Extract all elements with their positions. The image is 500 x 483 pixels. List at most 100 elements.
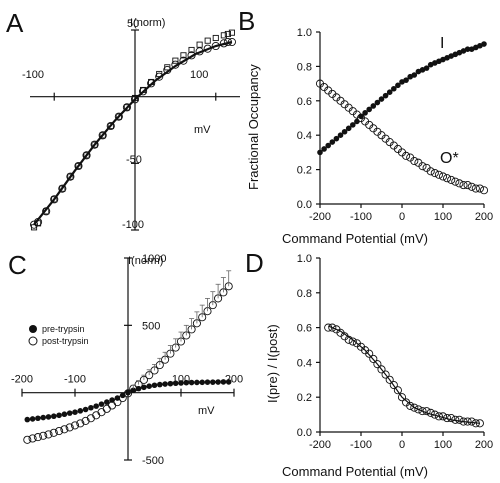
panel-a-series0-point [228, 29, 235, 36]
panel-c-series0-point [172, 380, 179, 387]
panel-a-ytick-50-visible: 50 [127, 18, 139, 30]
panel-c-series0-point [146, 383, 152, 390]
panel-c-series1-point [102, 404, 111, 413]
panel-c-series0-point [82, 406, 89, 413]
panel-b-series0-point [337, 132, 344, 138]
panel-a-series0-point [188, 46, 195, 54]
panel-c-series0-point [98, 401, 105, 407]
panel-a-series1-point [179, 56, 188, 65]
panel-d-series0-point [455, 415, 464, 424]
panel-d-series0-point [434, 412, 443, 421]
panel-b-series0-point [350, 122, 356, 128]
panel-c-series0-point [24, 416, 31, 423]
panel-c-series1-point [108, 401, 117, 410]
panel-c-series1-point [97, 408, 106, 417]
panel-d-series0-point [406, 401, 415, 410]
panel-c-series0-point [45, 414, 52, 420]
panel-b-xtick-label: -200 [309, 211, 331, 223]
panel-c-series1-point [60, 425, 69, 434]
panel-b-series0-point [382, 92, 389, 99]
panel-a-letter: A [6, 8, 24, 38]
panel-d-series0-point [414, 405, 423, 414]
panel-b-series1-point [426, 167, 435, 176]
panel-d-series0-point [447, 414, 456, 423]
panel-c-series1-point [118, 394, 127, 403]
panel-c-series0-point [51, 413, 57, 420]
panel-a-series1-point [139, 87, 148, 96]
panel-c-legend-pre-marker [29, 325, 37, 333]
panel-d-xlabel: Command Potential (mV) [282, 464, 428, 479]
panel-b-series1-point [418, 162, 427, 171]
panel-c-legend-pre: pre-trypsin [42, 324, 85, 334]
panel-b-series0-point [325, 142, 332, 149]
panel-b-ytick-label: 0.0 [297, 199, 312, 211]
panel-b-series0-point [341, 128, 348, 135]
panel-b-xtick-label: -100 [350, 211, 372, 223]
panel-b-series0-point [329, 139, 336, 145]
panel-b-series0-point [481, 41, 487, 47]
panel-b-series1-point [443, 174, 452, 183]
panel-a-series0-point [172, 57, 179, 64]
panel-b-series1-point [451, 177, 460, 186]
panel-d-ytick-label: 0.4 [297, 357, 312, 369]
panel-b-series0-point [391, 85, 397, 92]
panel-b-series0-point [321, 146, 327, 152]
panel-c-ytick-label: 500 [142, 320, 160, 332]
panel-c-series0-point [61, 411, 68, 418]
panel-a-series0-point [67, 173, 74, 180]
panel-c-series1-point [65, 423, 74, 432]
panel-a-series0-point [75, 162, 82, 170]
panel-b-series0-point [370, 103, 377, 109]
panel-a-series0-point [123, 104, 130, 111]
panel-c-series0-point [167, 380, 174, 387]
panel-a-series1-point [106, 121, 115, 131]
panel-d-series0-point [393, 386, 402, 395]
panel-d-series0-point [410, 403, 419, 412]
panel-d-series0-point [467, 417, 476, 426]
panel-c-series0-point [29, 416, 36, 422]
panel-d-series0-point [369, 354, 378, 363]
panel-c-ytick-label: 1000 [142, 253, 166, 265]
panel-c-series0-point [35, 415, 41, 422]
panel-a-series1-point [66, 172, 75, 181]
panel-d-xtick-label: 0 [399, 439, 405, 451]
panel-b-series0-point [345, 125, 352, 132]
panel-c-series1-point [28, 434, 37, 443]
panel-c-series0-point [204, 379, 211, 385]
panel-b-series1-point [447, 175, 456, 184]
panel-b-series1-point [434, 170, 443, 179]
panel-c-series0-point [151, 382, 158, 389]
panel-a-series0-point [115, 113, 122, 120]
panel-c-ylabel: I(norm) [128, 255, 163, 267]
panel-d-xtick-label: 100 [434, 439, 452, 451]
panel-a-xtick-neg100: -100 [22, 69, 44, 81]
panel-a-series1-point [58, 184, 67, 193]
panel-d-series0-point [397, 393, 407, 402]
panel-b-series0-point [386, 89, 393, 95]
panel-b-series0-point [378, 96, 385, 102]
panel-b-ytick-label: 0.4 [297, 130, 312, 142]
panel-d-series0-point [377, 365, 386, 374]
panel-b-series1-point [463, 181, 472, 190]
panel-b-series0-point [464, 46, 471, 52]
panel-c-legend-post: post-trypsin [42, 336, 89, 346]
panel-a-series1-point [90, 140, 99, 149]
panel-d-series0-point [418, 407, 427, 416]
panel-b-series1-point [410, 156, 419, 166]
panel-b-series1-point [402, 151, 411, 160]
panel-a-series0-point [224, 30, 231, 38]
panel-d-series0-point [365, 349, 374, 358]
panel-a-series1-point [82, 151, 91, 160]
panel-a-series0-point [91, 141, 98, 148]
panel-c-series0-point [125, 389, 131, 396]
panel-b-series0-point [374, 99, 381, 106]
panel-a-series0-point [107, 122, 114, 130]
panel-d-xtick-label: -200 [309, 439, 331, 451]
panel-b-series0-point [354, 118, 360, 125]
panel-b-letter: B [238, 6, 255, 36]
panel-b-series0-point [366, 106, 373, 113]
panel-c-series1-point [44, 430, 53, 439]
panel-b-series1-point [467, 182, 476, 191]
panel-d-series0-point [385, 375, 394, 384]
